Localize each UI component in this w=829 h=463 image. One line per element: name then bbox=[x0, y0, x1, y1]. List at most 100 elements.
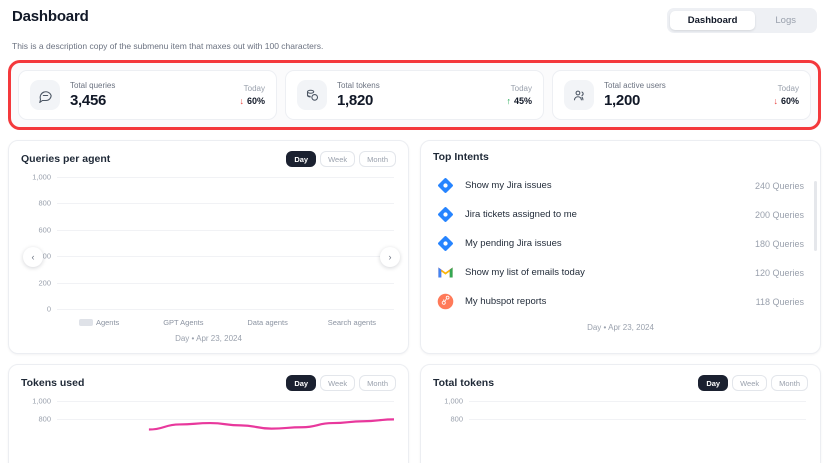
y-axis-tick: 1,000 bbox=[444, 396, 463, 406]
gridline bbox=[57, 282, 394, 284]
intent-label: Show my list of emails today bbox=[465, 267, 585, 278]
panel-header: Tokens used Day Week Month bbox=[21, 375, 396, 391]
x-axis-label: Search agents bbox=[327, 318, 377, 327]
hubspot-icon bbox=[437, 293, 454, 310]
range-tab-week[interactable]: Week bbox=[320, 375, 356, 391]
bar-column[interactable] bbox=[226, 177, 310, 309]
tokens-used-chart: 1,000 800 bbox=[21, 397, 396, 463]
tab-logs[interactable]: Logs bbox=[775, 15, 796, 26]
line-series bbox=[57, 401, 394, 463]
range-tab-month[interactable]: Month bbox=[359, 151, 396, 167]
arrow-down-icon: ↓ bbox=[239, 96, 244, 106]
range-tabs-queries[interactable]: Day Week Month bbox=[286, 151, 396, 167]
page-title: Dashboard bbox=[12, 8, 89, 25]
range-tab-day[interactable]: Day bbox=[286, 375, 317, 391]
chat-bubble-icon bbox=[30, 80, 60, 110]
queries-per-agent-chart: 1,000 800 600 400 200 0 Agents GPT Agents Data … bbox=[21, 173, 396, 327]
panel-header: Queries per agent Day Week Month bbox=[21, 151, 396, 167]
bar-series bbox=[57, 177, 394, 309]
intent-count: 120 Queries bbox=[754, 267, 804, 278]
y-axis-tick: 0 bbox=[46, 304, 51, 314]
bar-column[interactable] bbox=[57, 177, 141, 309]
intent-count: 180 Queries bbox=[754, 238, 804, 249]
coins-stack-icon bbox=[297, 80, 327, 110]
panel-header: Total tokens Day Week Month bbox=[433, 375, 808, 391]
plot-area bbox=[57, 177, 394, 310]
stat-period: Today bbox=[510, 84, 532, 93]
panel-total-tokens: Total tokens Day Week Month 1,000 800 bbox=[420, 364, 821, 463]
y-axis: 1,000 800 bbox=[21, 397, 55, 463]
bar-column[interactable] bbox=[141, 177, 225, 309]
intent-count: 118 Queries bbox=[755, 296, 804, 307]
intent-count: 240 Queries bbox=[754, 180, 804, 191]
intent-row[interactable]: My hubspot reports 118 Queries bbox=[433, 287, 808, 316]
intents-scrollbar[interactable] bbox=[814, 181, 817, 251]
intent-label: Show my Jira issues bbox=[465, 180, 552, 191]
gridline bbox=[57, 203, 394, 205]
tab-dashboard[interactable]: Dashboard bbox=[669, 11, 756, 30]
stat-card-total-tokens[interactable]: Total tokens 1,820 Today ↑ 45% bbox=[285, 70, 544, 120]
intent-row[interactable]: Jira tickets assigned to me 200 Queries bbox=[433, 200, 808, 229]
gridline bbox=[57, 309, 394, 310]
stat-delta-value: 45% bbox=[513, 96, 532, 106]
stat-label: Total active users bbox=[604, 81, 666, 90]
jira-icon bbox=[437, 235, 454, 252]
gridline bbox=[57, 256, 394, 258]
plot-area bbox=[469, 401, 806, 463]
panel-row-bottom: Tokens used Day Week Month 1,000 800 Tota… bbox=[8, 364, 821, 463]
page-description: This is a description copy of the submen… bbox=[12, 41, 324, 51]
range-tab-day[interactable]: Day bbox=[286, 151, 317, 167]
stat-label: Total queries bbox=[70, 81, 116, 90]
line-path bbox=[149, 419, 394, 429]
panel-queries-per-agent: Queries per agent Day Week Month 1,000 80… bbox=[8, 140, 409, 354]
intents-list: Show my Jira issues 240 Queries Jira ticke… bbox=[433, 171, 808, 316]
stat-label: Total tokens bbox=[337, 81, 380, 90]
intent-label: My pending Jira issues bbox=[465, 238, 562, 249]
range-tab-month[interactable]: Month bbox=[359, 375, 396, 391]
chart-footer: Day • Apr 23, 2024 bbox=[175, 334, 242, 343]
range-tabs-total-tokens[interactable]: Day Week Month bbox=[698, 375, 808, 391]
panel-title: Tokens used bbox=[21, 377, 85, 389]
gridline bbox=[57, 229, 394, 231]
stat-period: Today bbox=[777, 84, 799, 93]
gridline bbox=[57, 401, 394, 402]
stat-delta: ↓ 60% bbox=[239, 96, 265, 106]
intent-row[interactable]: Show my list of emails today 120 Queries bbox=[433, 258, 808, 287]
intent-row[interactable]: Show my Jira issues 240 Queries bbox=[433, 171, 808, 200]
stat-card-total-queries[interactable]: Total queries 3,456 Today ↓ 60% bbox=[18, 70, 277, 120]
chart-footer: Day • Apr 23, 2024 bbox=[587, 323, 654, 332]
intent-row[interactable]: My pending Jira issues 180 Queries bbox=[433, 229, 808, 258]
range-tabs-tokens-used[interactable]: Day Week Month bbox=[286, 375, 396, 391]
range-tab-month[interactable]: Month bbox=[771, 375, 808, 391]
y-axis-tick: 200 bbox=[38, 278, 51, 288]
bar-column[interactable] bbox=[638, 401, 807, 463]
view-tabs[interactable]: Dashboard Logs bbox=[666, 8, 817, 33]
panel-title: Queries per agent bbox=[21, 153, 111, 165]
x-axis-label: Agents bbox=[57, 318, 141, 327]
x-axis-labels: Agents GPT Agents Data agents Search agents bbox=[57, 318, 394, 327]
plot-area bbox=[57, 401, 394, 463]
carousel-next-icon[interactable]: › bbox=[380, 247, 400, 267]
jira-icon bbox=[437, 206, 454, 223]
bar-column[interactable] bbox=[310, 177, 394, 309]
carousel-prev-icon[interactable]: ‹ bbox=[23, 247, 43, 267]
stat-value: 1,200 bbox=[604, 92, 641, 109]
range-tab-day[interactable]: Day bbox=[698, 375, 729, 391]
stat-delta: ↓ 60% bbox=[773, 96, 799, 106]
y-axis-tick: 800 bbox=[38, 414, 51, 424]
arrow-up-icon: ↑ bbox=[506, 96, 511, 106]
range-tab-week[interactable]: Week bbox=[320, 151, 356, 167]
y-axis-tick: 800 bbox=[38, 198, 51, 208]
page-header: Dashboard Dashboard Logs bbox=[8, 0, 821, 33]
stat-delta: ↑ 45% bbox=[506, 96, 532, 106]
range-tab-week[interactable]: Week bbox=[732, 375, 768, 391]
x-axis-label: Data agents bbox=[247, 318, 288, 327]
panel-tokens-used: Tokens used Day Week Month 1,000 800 bbox=[8, 364, 409, 463]
gridline bbox=[469, 419, 806, 421]
stat-card-total-active-users[interactable]: Total active users 1,200 Today ↓ 60% bbox=[552, 70, 811, 120]
intent-label: Jira tickets assigned to me bbox=[465, 209, 577, 220]
y-axis-tick: 800 bbox=[450, 414, 463, 424]
intent-count: 200 Queries bbox=[754, 209, 804, 220]
bar-column[interactable] bbox=[469, 401, 638, 463]
